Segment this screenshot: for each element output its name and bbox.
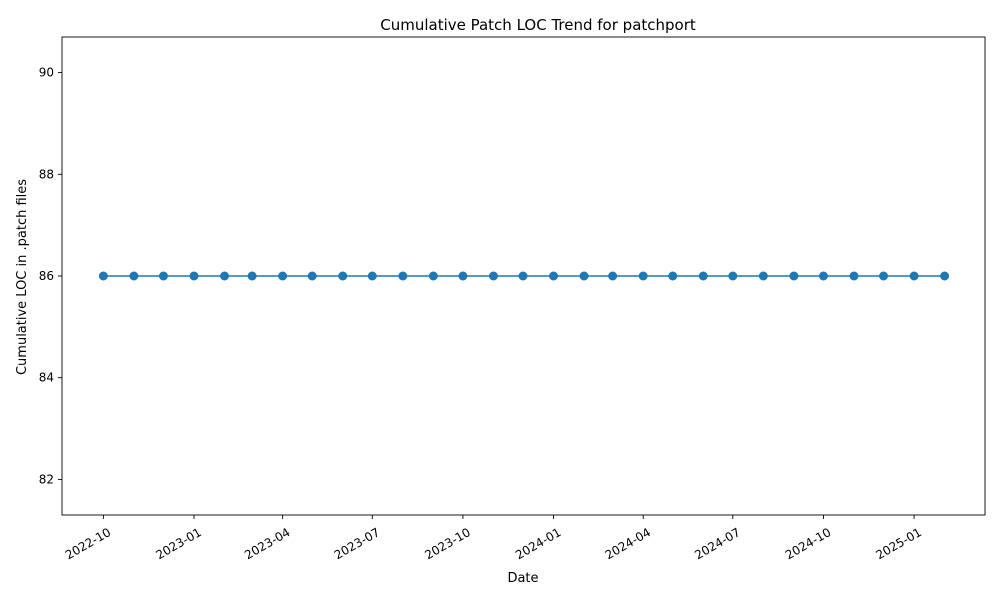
x-tick-label: 2024-07	[692, 525, 742, 562]
data-point	[247, 271, 257, 281]
data-point	[458, 271, 468, 281]
x-tick-label: 2023-07	[332, 525, 382, 562]
x-axis-label: Date	[507, 571, 538, 586]
data-point	[129, 271, 139, 281]
x-tick-label: 2023-04	[242, 525, 292, 562]
data-point	[909, 271, 919, 281]
data-point	[758, 271, 768, 281]
y-tick-label: 90	[39, 66, 54, 80]
data-point	[579, 271, 589, 281]
data-point	[789, 271, 799, 281]
x-tick-label: 2024-04	[603, 525, 653, 562]
y-tick-label: 82	[39, 472, 54, 486]
data-point	[940, 271, 950, 281]
x-tick-label: 2022-10	[63, 525, 113, 562]
chart-title: Cumulative Patch LOC Trend for patchport	[380, 16, 696, 34]
data-point	[428, 271, 438, 281]
data-point	[307, 271, 317, 281]
y-tick-label: 84	[39, 371, 54, 385]
data-point	[189, 271, 199, 281]
x-tick-label: 2023-01	[153, 525, 203, 562]
data-point	[849, 271, 859, 281]
data-point	[698, 271, 708, 281]
x-tick-label: 2025-01	[874, 525, 924, 562]
x-tick-label: 2024-01	[513, 525, 563, 562]
x-tick-label: 2023-10	[422, 525, 472, 562]
data-point	[638, 271, 648, 281]
y-tick-label: 86	[39, 269, 54, 283]
data-point	[220, 271, 230, 281]
data-point	[728, 271, 738, 281]
data-point	[608, 271, 618, 281]
data-point	[818, 271, 828, 281]
data-point	[367, 271, 377, 281]
data-point	[488, 271, 498, 281]
data-point	[158, 271, 168, 281]
data-point	[518, 271, 528, 281]
data-point	[398, 271, 408, 281]
data-point	[879, 271, 889, 281]
data-point	[668, 271, 678, 281]
x-tick-label: 2024-10	[783, 525, 833, 562]
data-point	[278, 271, 288, 281]
data-point	[549, 271, 559, 281]
data-point	[338, 271, 348, 281]
y-axis-label: Cumulative LOC in .patch files	[15, 179, 30, 375]
data-point	[98, 271, 108, 281]
plot-area: 82 84 86 88 90 2022-10 2023-01 2023-04 2023-07 20…	[39, 36, 986, 562]
y-tick-label: 88	[39, 167, 54, 181]
